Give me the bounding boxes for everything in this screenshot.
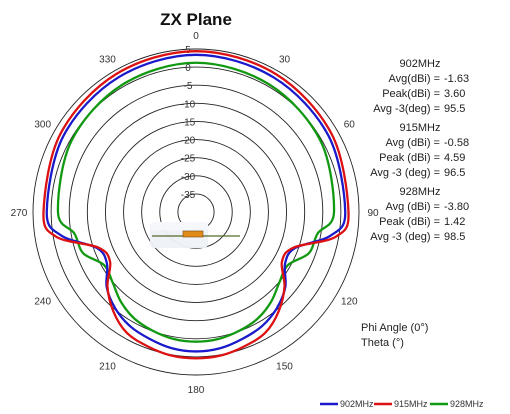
stats-value: 98.5 xyxy=(444,231,465,243)
radial-tick-label: 0 xyxy=(185,63,191,74)
angle-tick-label: 150 xyxy=(276,361,293,372)
stats-label: Avg(dBi) = xyxy=(389,73,440,85)
stats-frequency: 902MHz xyxy=(400,58,441,70)
radial-tick-label: -15 xyxy=(181,117,196,128)
stats-value: -1.63 xyxy=(444,73,469,85)
stats-label: Avg -3 (deg) = xyxy=(370,167,440,179)
angle-tick-label: 60 xyxy=(344,120,356,131)
grid-ring xyxy=(104,120,288,304)
series-line-915MHz xyxy=(42,50,350,360)
stats-value: 96.5 xyxy=(444,167,465,179)
legend: 902MHz 915MHz 928MHz xyxy=(320,399,484,409)
radial-tick-label: -5 xyxy=(184,81,193,92)
angle-tick-label: 120 xyxy=(341,297,358,308)
grid-ring xyxy=(159,175,233,249)
series-group xyxy=(42,50,350,360)
grid-ring xyxy=(68,84,324,340)
stats-label: Avg -3(deg) = xyxy=(373,103,440,115)
angle-tick-label: 270 xyxy=(11,208,28,219)
stats-label: Peak(dBi) = xyxy=(382,88,440,100)
angle-tick-label: 300 xyxy=(34,120,51,131)
legend-label: 902MHz xyxy=(340,399,374,409)
radial-tick-label: -20 xyxy=(181,136,196,147)
series-line-928MHz xyxy=(56,61,336,343)
grid-ring xyxy=(50,66,342,358)
stats-frequency: 928MHz xyxy=(400,186,441,198)
stats-label: Avg (dBi) = xyxy=(385,137,440,149)
stats-panel: 902MHz Avg(dBi) = -1.63 Peak(dBi) = 3.60 Avg … xyxy=(370,58,469,243)
angle-tick-label: 330 xyxy=(99,55,116,66)
polar-grid xyxy=(32,48,360,376)
stats-label: Avg (dBi) = xyxy=(385,201,440,213)
legend-label: 915MHz xyxy=(394,399,428,409)
radial-tick-label: -30 xyxy=(181,172,196,183)
angle-tick-label: 0 xyxy=(193,31,199,42)
grid-ring xyxy=(32,48,360,376)
angle-tick-label: 180 xyxy=(188,385,205,396)
grid-ring xyxy=(86,102,306,322)
series-line-902MHz xyxy=(45,53,347,353)
angle-tick-label: 90 xyxy=(367,208,379,219)
stats-value: 4.59 xyxy=(444,152,465,164)
axis-note-theta: Theta (°) xyxy=(361,337,404,349)
angle-tick-label: 240 xyxy=(34,297,51,308)
radial-tick-label: -25 xyxy=(181,154,196,165)
grid-ring xyxy=(123,139,269,285)
stats-value: 95.5 xyxy=(444,103,465,115)
antenna-illustration xyxy=(150,222,240,248)
radial-tick-labels: 50-5-10-15-20-25-30-35 xyxy=(181,45,196,201)
angle-tick-label: 210 xyxy=(99,361,116,372)
legend-label: 928MHz xyxy=(450,399,484,409)
stats-frequency: 915MHz xyxy=(400,122,441,134)
radial-tick-label: -35 xyxy=(181,190,196,201)
axis-note-phi: Phi Angle (0°) xyxy=(361,322,428,334)
grid-ring xyxy=(141,157,251,267)
angle-tick-labels: 0 30 60 90 120 150 180 210 240 270 300 330 xyxy=(11,31,379,396)
chart-title: ZX Plane xyxy=(160,10,232,29)
stats-value: 1.42 xyxy=(444,216,465,228)
stats-label: Avg -3 (deg) = xyxy=(370,231,440,243)
stats-label: Peak (dBi) = xyxy=(379,152,440,164)
radial-tick-label: -10 xyxy=(181,99,196,110)
stats-value: -3.80 xyxy=(444,201,469,213)
angle-tick-label: 30 xyxy=(279,55,291,66)
stats-label: Peak (dBi) = xyxy=(379,216,440,228)
stats-value: 3.60 xyxy=(444,88,465,100)
stats-value: -0.58 xyxy=(444,137,469,149)
